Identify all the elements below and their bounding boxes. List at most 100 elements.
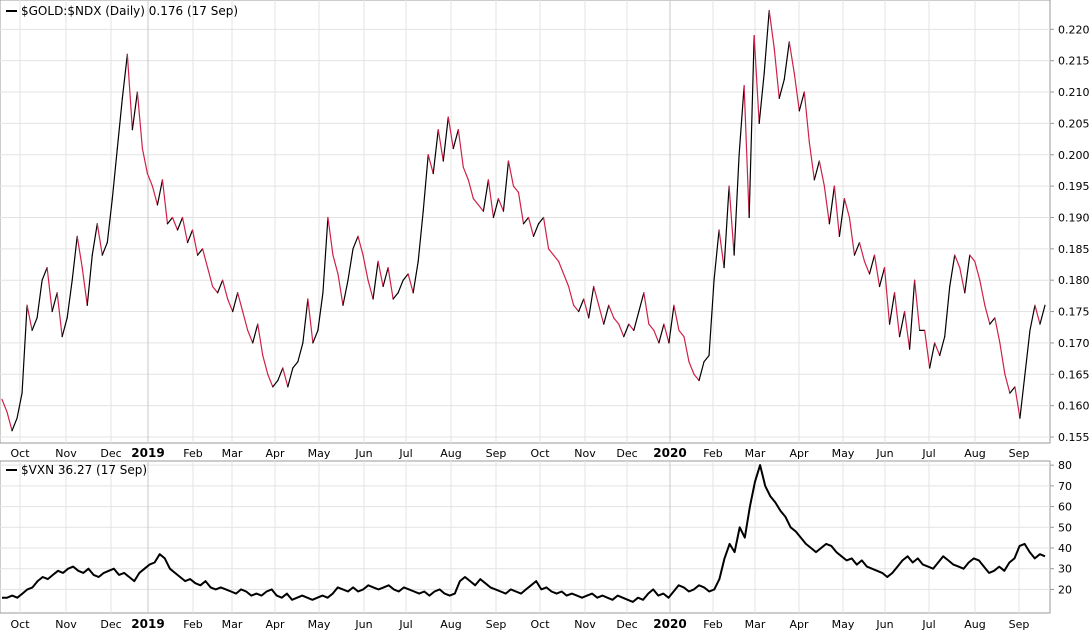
ratio-line-segment — [1039, 304, 1046, 325]
ratio-line-segment — [848, 216, 856, 256]
x-tick-label: Jun — [875, 618, 893, 631]
ratio-line-segment — [287, 367, 294, 388]
ratio-line-segment — [823, 185, 830, 225]
ratio-line-segment — [111, 147, 118, 200]
ratio-line-segment — [542, 216, 550, 250]
ratio-line-segment — [959, 267, 966, 294]
ratio-line-segment — [151, 185, 159, 206]
ratio-line-segment — [302, 298, 309, 344]
y-tick-label: 0.175 — [1058, 306, 1089, 319]
ratio-line-segment — [467, 179, 474, 200]
ratio-line-segment — [748, 34, 755, 219]
x-tick-label: Jun — [354, 447, 372, 460]
ratio-line-segment — [773, 47, 780, 99]
x-tick-label: Apr — [789, 618, 809, 631]
ratio-grid — [0, 0, 1050, 443]
x-tick-label: May — [308, 618, 331, 631]
x-tick-label: Aug — [440, 447, 461, 460]
ratio-line-segment — [116, 97, 123, 150]
ratio-line-segment — [96, 223, 103, 256]
ratio-line-segment — [1029, 304, 1036, 331]
ratio-line-segment — [322, 216, 329, 294]
y-tick-label: 0.210 — [1058, 86, 1089, 99]
ratio-line-segment — [46, 267, 53, 313]
ratio-line-segment — [317, 292, 324, 331]
ratio-line-segment — [442, 116, 449, 162]
x-tick-label: Nov — [55, 447, 77, 460]
ratio-line-segment — [457, 129, 464, 168]
ratio-line-segment — [949, 254, 956, 288]
ratio-line-segment — [979, 279, 986, 306]
ratio-line-segment — [818, 160, 825, 187]
x-tick-label: Feb — [183, 447, 202, 460]
ratio-line-segment — [257, 323, 264, 357]
ratio-line-segment — [66, 279, 73, 319]
x-tick-label: Jul — [398, 447, 412, 460]
ratio-line-segment — [628, 323, 635, 331]
x-tick-label: Dec — [616, 447, 637, 460]
ratio-line-segment — [437, 129, 444, 162]
x-tick-label: May — [832, 447, 855, 460]
ratio-line-segment — [583, 298, 590, 319]
ratio-line-segment — [608, 304, 615, 319]
ratio-x-axis: Oct Nov Dec 2019 Feb Mar Apr May Jun Jul Aug Sep Oct… — [10, 446, 1029, 460]
ratio-line-segment — [372, 260, 379, 300]
ratio-line-segment — [176, 216, 184, 231]
ratio-line-segment — [402, 273, 409, 281]
ratio-line-segment — [858, 241, 866, 262]
ratio-line-segment — [743, 85, 750, 219]
x-tick-label: Oct — [10, 447, 30, 460]
ratio-line-segment — [868, 254, 876, 275]
ratio-line-segment — [492, 198, 500, 219]
y-tick-label: 0.190 — [1058, 211, 1089, 224]
y-tick-label: 80 — [1058, 459, 1072, 472]
x-tick-label: Aug — [440, 618, 461, 631]
x-tick-label: Mar — [222, 618, 243, 631]
ratio-line-segment — [934, 342, 941, 357]
ratio-line-segment — [563, 273, 570, 288]
ratio-line-segment — [733, 154, 740, 256]
ratio-line-segment — [337, 273, 344, 306]
vxn-line-path — [2, 464, 1046, 603]
vxn-x-axis: Oct Nov Dec 2019 Feb Mar Apr May Jun Jul Aug Sep Oct… — [10, 617, 1029, 631]
ratio-line-segment — [36, 279, 43, 319]
ratio-line-segment — [598, 304, 605, 325]
x-tick-label: Jul — [921, 447, 935, 460]
x-tick-label: Apr — [265, 447, 285, 460]
ratio-line-segment — [593, 285, 600, 306]
ratio-line-segment — [537, 216, 545, 225]
ratio-panel: 0.155 0.160 0.165 0.170 0.175 0.180 0.185 0.190… — [0, 0, 1089, 460]
ratio-line-segment — [297, 342, 304, 363]
y-tick-label: 20 — [1058, 583, 1072, 596]
ratio-line-segment — [56, 292, 63, 338]
ratio-line-segment — [352, 235, 359, 250]
ratio-line-segment — [21, 304, 28, 394]
ratio-line-segment — [347, 248, 354, 281]
ratio-line-segment — [924, 329, 931, 369]
ratio-line-segment — [723, 185, 730, 269]
ratio-line-segment — [497, 198, 505, 212]
ratio-line-segment — [532, 223, 540, 237]
ratio-line-segment — [758, 72, 765, 124]
ratio-line-segment — [999, 342, 1006, 375]
ratio-line-segment — [863, 260, 871, 275]
ratio-line-segment — [798, 91, 805, 112]
ratio-line-segment — [603, 304, 610, 325]
ratio-line-segment — [994, 317, 1001, 344]
y-tick-label: 0.215 — [1058, 55, 1089, 68]
ratio-line-segment — [808, 141, 815, 181]
ratio-line-segment — [683, 336, 690, 363]
ratio-line-segment — [893, 292, 901, 338]
x-tick-label: 2020 — [653, 617, 686, 631]
ratio-line-segment — [883, 267, 891, 325]
x-tick-label: Sep — [1009, 447, 1030, 460]
x-tick-label: Feb — [183, 618, 202, 631]
ratio-line-segment — [989, 317, 996, 325]
ratio-line-segment — [272, 379, 279, 388]
ratio-line-segment — [156, 179, 164, 206]
ratio-line-segment — [292, 361, 299, 369]
x-tick-label: Mar — [222, 447, 243, 460]
ratio-line-segment — [232, 292, 239, 313]
